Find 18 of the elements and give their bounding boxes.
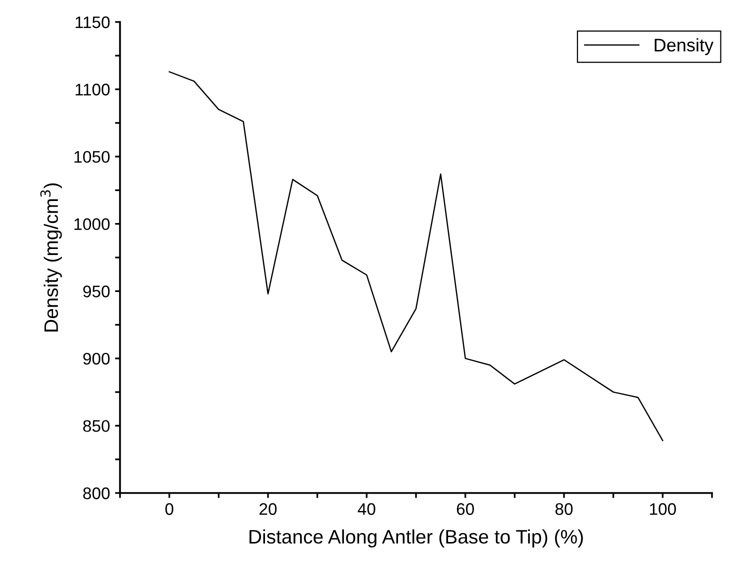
y-tick-label: 850 <box>83 420 110 432</box>
y-tick-label: 900 <box>83 352 110 365</box>
y-axis-title: Density (mg/cm$^{3}$) <box>40 183 62 332</box>
x-tick-label: 60 <box>456 503 474 515</box>
x-tick-label: 40 <box>358 503 376 515</box>
y-tick-label: 1150 <box>76 16 110 28</box>
y-tick-label: 1050 <box>74 150 110 163</box>
x-tick-label: 20 <box>260 503 277 515</box>
x-tick-label: 100 <box>650 503 676 515</box>
line-series <box>168 71 664 442</box>
y-tick-label: 1000 <box>74 218 110 230</box>
y-tick-label: 800 <box>83 487 110 500</box>
x-axis-title: Distance Along Antler (Base to Tip) (%) <box>250 529 583 548</box>
x-tick-label: 80 <box>555 503 573 515</box>
legend-label: Density <box>654 38 714 56</box>
y-tick-label: 1100 <box>76 84 110 96</box>
x-tick-label: 0 <box>165 503 174 515</box>
y-tick-label: 950 <box>83 286 110 298</box>
